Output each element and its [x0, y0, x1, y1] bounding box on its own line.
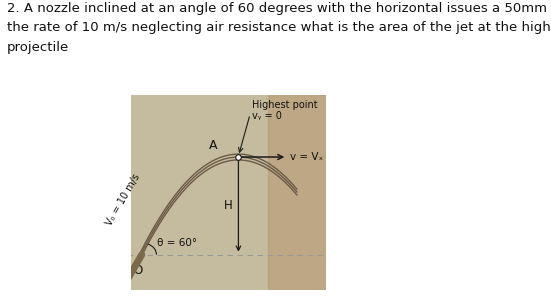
Text: V₀ = 10 m/s: V₀ = 10 m/s	[104, 172, 142, 228]
Text: 2. A nozzle inclined at an angle of 60 degrees with the horizontal issues a 50mm: 2. A nozzle inclined at an angle of 60 d…	[7, 2, 551, 15]
Text: O: O	[133, 264, 143, 277]
Text: v = Vₓ: v = Vₓ	[290, 152, 323, 162]
Text: θ = 60°: θ = 60°	[158, 238, 198, 248]
Text: vᵧ = 0: vᵧ = 0	[252, 111, 282, 121]
Text: A: A	[209, 139, 217, 152]
Text: H: H	[224, 199, 233, 212]
Text: projectile: projectile	[7, 41, 69, 54]
Polygon shape	[131, 95, 326, 290]
Text: the rate of 10 m/s neglecting air resistance what is the area of the jet at the : the rate of 10 m/s neglecting air resist…	[7, 21, 551, 34]
Text: Highest point: Highest point	[252, 100, 318, 110]
Polygon shape	[268, 95, 326, 290]
